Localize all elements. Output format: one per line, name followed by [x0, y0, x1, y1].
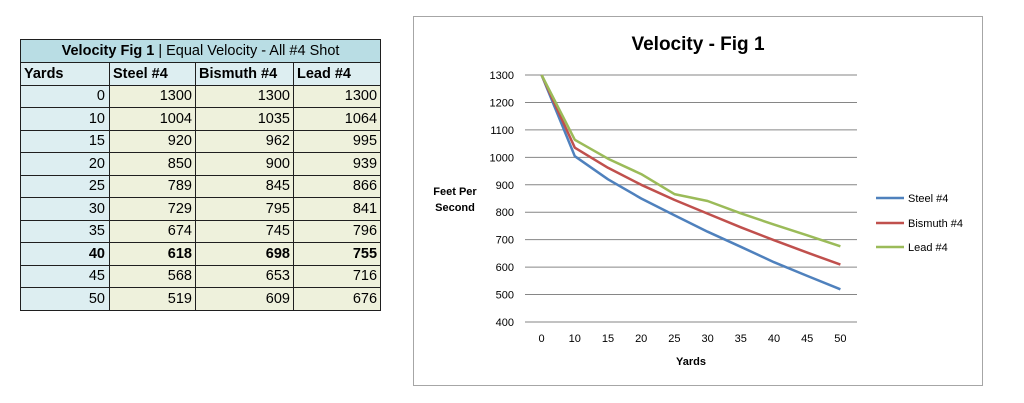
cell-steel: 519	[109, 287, 196, 311]
table-row: 35 674 745 796	[20, 219, 382, 243]
x-tick-label: 20	[635, 333, 647, 345]
cell-lead: 755	[292, 242, 382, 266]
chart-panel: Velocity - Fig 1 400 500 600 700 800 900 1000 11…	[413, 16, 983, 386]
x-tick-label: 15	[602, 333, 614, 345]
x-tick-label: 25	[668, 333, 680, 345]
y-tick-label: 500	[496, 290, 514, 302]
y-tick-label: 1100	[490, 125, 514, 137]
cell-bismuth: 698	[195, 242, 294, 266]
cell-bismuth: 1035	[195, 107, 294, 131]
cell-bismuth: 1300	[195, 84, 294, 108]
x-tick-label: 40	[768, 333, 780, 345]
cell-bismuth: 795	[195, 197, 294, 221]
legend-label: Lead #4	[908, 242, 948, 254]
y-tick-label: 1200	[490, 97, 514, 109]
cell-bismuth: 900	[195, 152, 294, 176]
table-row: 15 920 962 995	[20, 129, 382, 153]
cell-bismuth: 845	[195, 174, 294, 198]
x-axis-title: Yards	[676, 356, 706, 368]
cell-yards: 15	[20, 129, 110, 153]
cell-steel: 674	[109, 219, 196, 243]
cell-yards: 45	[20, 264, 110, 288]
cell-steel: 920	[109, 129, 196, 153]
cell-steel: 789	[109, 174, 196, 198]
table-row: 50 519 609 676	[20, 287, 382, 311]
y-tick-label: 400	[496, 317, 514, 329]
cell-lead: 676	[292, 287, 382, 311]
table-row: 25 789 845 866	[20, 174, 382, 198]
x-tick-label: 30	[701, 333, 713, 345]
y-axis-title: Feet Per Second	[433, 186, 477, 214]
y-tick-label: 800	[496, 207, 514, 219]
y-tick-label: 700	[496, 235, 514, 247]
chart-title: Velocity - Fig 1	[631, 34, 764, 55]
cell-steel: 1004	[109, 107, 196, 131]
cell-lead: 1064	[292, 107, 382, 131]
series-line-steel-4	[540, 74, 841, 291]
table-row: 20 850 900 939	[20, 152, 382, 176]
y-tick-label: 600	[496, 262, 514, 274]
table-title-rest: | Equal Velocity - All #4 Shot	[154, 43, 340, 59]
cell-yards: 35	[20, 219, 110, 243]
column-header-lead: Lead #4	[292, 62, 382, 86]
cell-yards: 30	[20, 197, 110, 221]
x-tick-label: 45	[801, 333, 813, 345]
cell-lead: 939	[292, 152, 382, 176]
cell-steel: 618	[109, 242, 196, 266]
column-header-yards: Yards	[20, 62, 110, 86]
table-row: 40 618 698 755	[20, 242, 382, 266]
cell-steel: 568	[109, 264, 196, 288]
cell-lead: 716	[292, 264, 382, 288]
cell-yards: 0	[20, 84, 110, 108]
cell-steel: 1300	[109, 84, 196, 108]
column-header-bismuth: Bismuth #4	[195, 62, 294, 86]
cell-lead: 796	[292, 219, 382, 243]
cell-yards: 10	[20, 107, 110, 131]
x-tick-label: 10	[569, 333, 581, 345]
legend-label: Steel #4	[908, 193, 948, 205]
table-row: 10 1004 1035 1064	[20, 107, 382, 131]
column-header-steel: Steel #4	[109, 62, 196, 86]
table-title-bold: Velocity Fig 1	[61, 43, 155, 59]
x-tick-label: 0	[539, 333, 545, 345]
cell-lead: 866	[292, 174, 382, 198]
y-tick-label: 900	[496, 180, 514, 192]
table-title: Velocity Fig 1 | Equal Velocity - All #4…	[19, 39, 382, 63]
cell-bismuth: 745	[195, 219, 294, 243]
cell-lead: 995	[292, 129, 382, 153]
cell-steel: 729	[109, 197, 196, 221]
table-row: 30 729 795 841	[20, 197, 382, 221]
velocity-chart: Velocity - Fig 1400500600700800900100011…	[433, 34, 963, 368]
cell-steel: 850	[109, 152, 196, 176]
velocity-table: Velocity Fig 1 | Equal Velocity - All #4…	[19, 39, 382, 311]
x-tick-label: 50	[834, 333, 846, 345]
table-row: 45 568 653 716	[20, 264, 382, 288]
y-tick-label: 1300	[490, 70, 514, 82]
cell-lead: 841	[292, 197, 382, 221]
cell-lead: 1300	[292, 84, 382, 108]
cell-bismuth: 609	[195, 287, 294, 311]
series-line-bismuth-4	[540, 74, 841, 266]
cell-yards: 25	[20, 174, 110, 198]
cell-bismuth: 653	[195, 264, 294, 288]
cell-yards: 40	[20, 242, 110, 266]
table-row: 0 1300 1300 1300	[20, 84, 382, 108]
cell-bismuth: 962	[195, 129, 294, 153]
cell-yards: 20	[20, 152, 110, 176]
table-body: 0 1300 1300 1300 10 1004 1035 1064 15 920 962 995 20…	[20, 84, 382, 311]
cell-yards: 50	[20, 287, 110, 311]
y-tick-label: 1000	[490, 152, 514, 164]
legend-label: Bismuth #4	[908, 218, 963, 230]
x-tick-label: 35	[735, 333, 747, 345]
series-line-lead-4	[540, 74, 841, 248]
